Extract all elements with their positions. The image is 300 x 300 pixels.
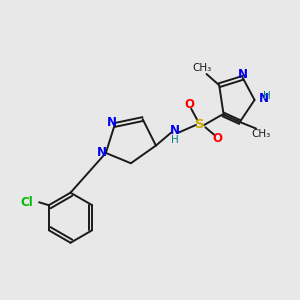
Text: N: N (238, 68, 248, 81)
Text: H: H (171, 135, 179, 145)
Text: Cl: Cl (20, 196, 33, 209)
Text: N: N (170, 124, 180, 137)
Text: CH₃: CH₃ (252, 129, 271, 139)
Text: H: H (263, 91, 271, 100)
Text: O: O (185, 98, 195, 111)
Text: N: N (107, 116, 117, 129)
Text: O: O (213, 132, 223, 145)
Text: N: N (259, 92, 269, 105)
Text: CH₃: CH₃ (193, 63, 212, 73)
Text: S: S (195, 118, 205, 131)
Text: N: N (97, 146, 107, 159)
